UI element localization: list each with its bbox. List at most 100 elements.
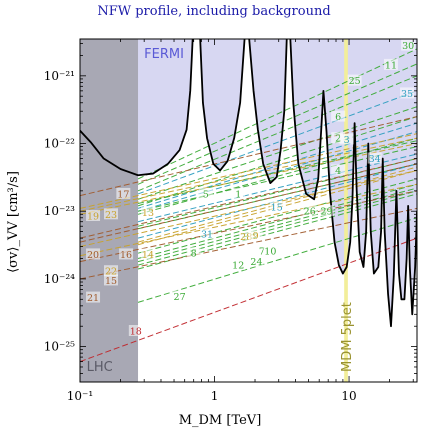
series-line-11-1 [137,63,417,185]
series-label-bg-12-27 [231,259,246,271]
series-label-bg-7-25 [254,244,269,256]
series-label-bg-27-32 [172,290,187,302]
series-label-bg-20-21 [86,248,101,260]
mdm-region-label: MDM 5plet [340,302,355,372]
x-axis-title: M_DM [TeV] [179,413,262,428]
series-label-22-29: 22 [105,267,117,278]
series-label-bg-4-8 [331,164,346,176]
series-label-bg-14-23 [140,248,155,260]
series-line-30-0 [137,48,417,180]
x-tick-label-1: 1 [211,389,219,403]
series-label-bg-5-9 [198,187,213,199]
chart-title: NFW profile, including background [97,4,330,19]
plot-frame [79,38,418,383]
series-label-35-3: 35 [401,89,413,100]
series-label-bg-24-28 [249,255,264,267]
series-label-14-23: 14 [142,250,154,261]
fermi-excluded-region [138,39,417,327]
mdm-5plet-band [344,39,348,382]
series-label-bg-21-31 [86,291,101,303]
series-label-13-17: 13 [142,208,154,219]
series-label-12-27: 12 [232,261,244,272]
series-label-bg-1-10 [231,187,246,199]
series-line-12-27 [137,190,417,266]
series-line-5-9 [137,140,417,204]
series-label-11-1: 11 [385,60,397,71]
series-label-bg-8-24 [186,247,201,259]
series-line-22-29 [80,183,417,257]
series-label-28-19: 28 [240,232,252,243]
series-line-16-22 [80,163,417,243]
series-label-bg-11-1 [383,58,398,70]
series-label-bg-19-15 [86,209,101,221]
fermi-region-label: FERMI [144,47,184,62]
series-label-20-21: 20 [87,250,99,261]
series-label-10-26: 10 [264,246,276,257]
series-label-1-10: 1 [235,189,241,200]
series-label-bg-3-6 [339,133,354,145]
lhc-region-label: LHC [87,360,113,375]
series-line-6-4 [137,106,417,200]
series-line-25-2 [137,75,417,192]
series-label-15-30: 15 [105,276,117,287]
series-label-bg-10-26 [263,244,278,256]
series-label-bg-30-0 [401,39,416,51]
series-line-7-25 [137,183,417,260]
series-label-27-32: 27 [174,292,186,303]
series-label-2-5: 2 [335,134,341,145]
series-label-7-25: 7 [259,246,265,257]
series-label-bg-22-29 [104,265,119,277]
series-label-bg-9-20 [248,229,263,241]
series-label-bg-25-2 [347,74,362,86]
series-label-bg-34-7 [367,152,382,164]
series-label-17-14: 17 [117,189,129,200]
series-label-bg-17-14 [116,187,131,199]
series-label-30-0: 30 [402,41,414,52]
series-line-31-18 [137,163,417,239]
series-line-15-11 [137,153,417,223]
x-tick-label-0: 10⁻¹ [67,389,93,403]
series-label-bg-29-13 [319,205,334,217]
y-tick-label-4: 10⁻²¹ [44,69,75,83]
series-line-15-30 [80,190,417,263]
series-label-6-4: 6 [335,112,341,123]
series-line-20-21 [80,158,417,239]
series-line-8-24 [137,178,417,254]
series-line-23-16 [80,137,417,212]
series-label-24-28: 24 [250,257,262,268]
series-label-bg-15-30 [104,274,119,286]
series-label-bg-13-17 [140,206,155,218]
series-line-24-28 [137,193,417,270]
series-label-8-24: 8 [191,249,197,260]
y-tick-label-3: 10⁻²² [44,137,75,151]
series-line-35-3 [137,90,417,195]
series-line-17-14 [80,116,417,197]
series-label-bg-31-18 [200,228,215,240]
series-label-26-12: 26 [304,207,316,218]
series-label-5-9: 5 [203,189,209,200]
y-axis-title: ⟨σv⟩_VV [cm³/s] [6,171,21,273]
series-label-bg-15-11 [269,201,284,213]
series-line-21-31 [80,207,417,280]
series-line-27-32 [137,217,417,303]
series-label-bg-35-3 [400,87,415,99]
series-label-23-16: 23 [105,210,117,221]
x-tick-label-2: 10 [341,389,356,403]
series-label-3-6: 3 [344,135,350,146]
series-label-34-7: 34 [369,154,381,165]
series-label-bg-2-5 [331,132,346,144]
series-label-25-2: 25 [349,76,361,87]
series-label-18-33: 18 [130,327,142,338]
series-label-29-13: 29 [320,207,332,218]
series-line-19-15 [80,133,417,209]
y-tick-label-2: 10⁻²³ [44,204,75,218]
series-label-9-20: 9 [253,231,259,242]
series-line-13-17 [80,143,417,215]
series-line-10-26 [137,187,417,263]
series-label-bg-23-16 [104,208,119,220]
series-label-31-18: 31 [201,230,213,241]
series-label-16-22: 16 [120,250,132,261]
